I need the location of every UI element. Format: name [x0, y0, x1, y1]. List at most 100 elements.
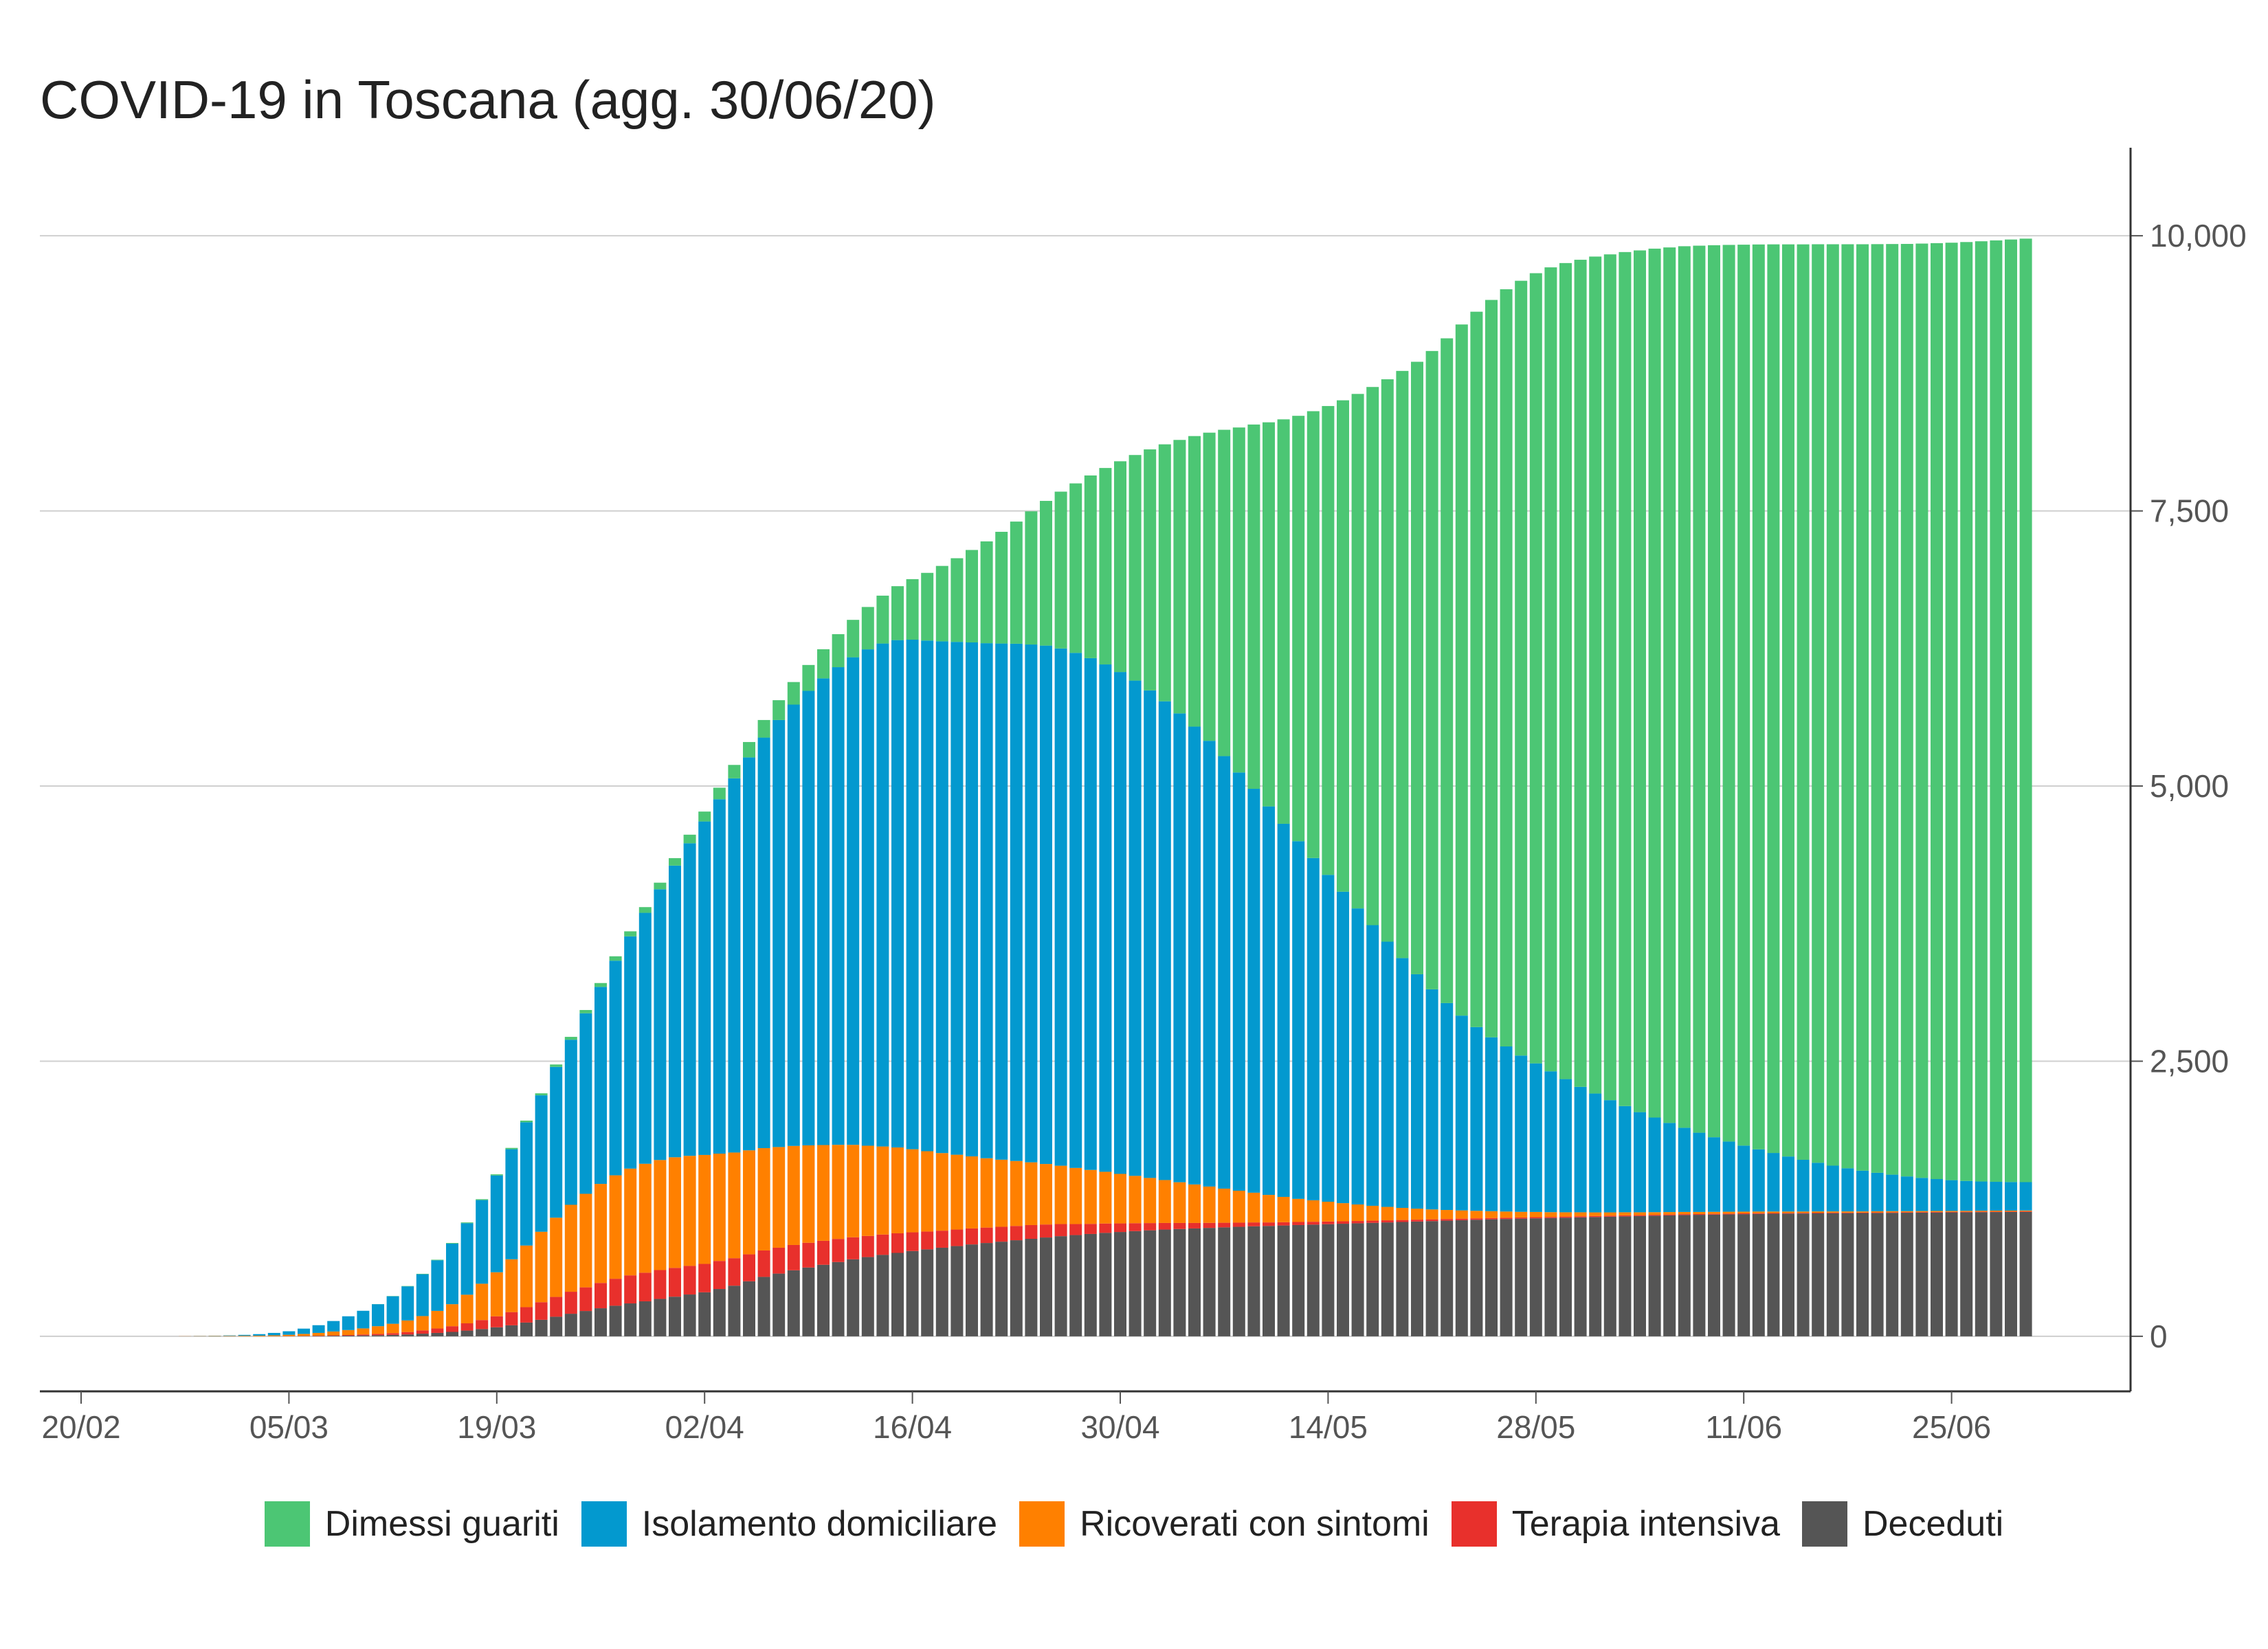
bar-segment — [1337, 400, 1349, 892]
bar-segment — [1663, 1212, 1676, 1215]
bar-segment — [1173, 713, 1186, 1182]
bar-segment — [490, 1327, 503, 1336]
bar-segment — [1678, 246, 1691, 1128]
bar-segment — [1322, 1221, 1335, 1224]
bar-segment — [787, 1244, 800, 1270]
bar-segment — [935, 641, 948, 1154]
bar-segment — [1544, 267, 1557, 1072]
bar-segment — [1337, 1203, 1349, 1222]
bar-segment — [1470, 1211, 1483, 1219]
bar-segment — [654, 1299, 667, 1336]
bar-segment — [1812, 1213, 1825, 1336]
bar-segment — [1129, 1223, 1142, 1231]
bar-segment — [579, 1287, 592, 1312]
bar-segment — [935, 565, 948, 642]
bar-segment — [1485, 1219, 1498, 1336]
bar-segment — [995, 1159, 1008, 1227]
bar-segment — [683, 843, 696, 1156]
bar-segment — [490, 1316, 503, 1327]
bar-segment — [282, 1334, 296, 1336]
bar-segment — [1767, 1153, 1780, 1212]
bar-segment — [980, 1243, 993, 1336]
bar-segment — [1396, 370, 1409, 958]
bar-segment — [861, 649, 874, 1146]
bar-segment — [1634, 1112, 1646, 1213]
bar-segment — [669, 857, 681, 866]
bar-segment — [1900, 243, 1913, 1177]
bar-segment — [832, 633, 845, 668]
bar-segment — [1396, 1207, 1409, 1220]
bar-segment — [476, 1320, 489, 1330]
bar-segment — [609, 956, 622, 961]
bar-segment — [1886, 1212, 1899, 1213]
bar-segment — [669, 1297, 681, 1336]
bar-segment — [372, 1334, 384, 1336]
bar-segment — [1826, 1211, 1839, 1213]
bar-segment — [1500, 1218, 1513, 1220]
bar-segment — [1158, 1222, 1171, 1230]
bar-segment — [416, 1316, 429, 1331]
bar-segment — [1425, 1221, 1438, 1336]
bar-segment — [1603, 1212, 1616, 1216]
bar-segment — [1574, 1217, 1587, 1336]
bar-segment — [669, 1268, 681, 1297]
bar-segment — [535, 1093, 548, 1096]
bar-segment — [1485, 300, 1498, 1037]
bar-segment — [460, 1222, 474, 1224]
bar-segment — [1812, 1211, 1825, 1213]
bar-segment — [1381, 941, 1394, 1207]
bar-segment — [1277, 1222, 1290, 1226]
bar-segment — [1886, 1174, 1899, 1211]
bar-segment — [743, 1281, 755, 1336]
bar-segment — [238, 1334, 251, 1336]
bar-segment — [1040, 1237, 1052, 1336]
bar-segment — [1708, 1213, 1720, 1215]
bar-segment — [1099, 1171, 1112, 1224]
bar-segment — [327, 1331, 340, 1336]
bar-segment — [1931, 1212, 1943, 1336]
bar-segment — [1678, 1128, 1691, 1212]
bar-segment — [1292, 1224, 1305, 1336]
bar-segment — [1500, 1046, 1513, 1212]
bar-segment — [1025, 511, 1038, 645]
bar-segment — [638, 1272, 652, 1301]
bar-segment — [609, 961, 622, 1176]
bar-segment — [624, 1275, 637, 1304]
bar-segment — [1381, 1207, 1394, 1221]
bar-segment — [1158, 1229, 1171, 1336]
bar-segment — [446, 1244, 458, 1305]
legend-swatch-deceduti — [1801, 1501, 1847, 1547]
bar-segment — [1515, 280, 1528, 1056]
bar-segment — [654, 882, 667, 890]
bar-segment — [1544, 1071, 1557, 1213]
bar-segment — [505, 1325, 518, 1336]
bar-segment — [1099, 1223, 1112, 1233]
x-tick-label: 02/04 — [665, 1409, 744, 1445]
bar-segment — [1099, 664, 1112, 1172]
bar-segment — [1203, 432, 1216, 741]
bar-segment — [1411, 1220, 1423, 1222]
bar-segment — [1040, 1164, 1052, 1225]
bar-segment — [638, 907, 652, 913]
bar-segment — [772, 1247, 786, 1274]
bar-segment — [594, 987, 607, 1185]
bar-segment — [1797, 1159, 1810, 1212]
bar-segment — [446, 1326, 458, 1332]
bar-segment — [1515, 1218, 1528, 1336]
legend: Dimessi guariti Isolamento domiciliare R… — [0, 1501, 2268, 1547]
bar-segment — [995, 1242, 1008, 1336]
bar-segment — [1218, 1222, 1231, 1228]
bar-segment — [1114, 461, 1126, 673]
bar-segment — [298, 1328, 310, 1334]
bar-segment — [1069, 1235, 1082, 1336]
bar-segment — [1054, 491, 1067, 649]
bar-segment — [1277, 1196, 1290, 1222]
legend-swatch-terapia-intensiva — [1451, 1501, 1497, 1547]
bar-segment — [1129, 1176, 1142, 1224]
bar-segment — [1054, 1224, 1067, 1237]
bar-segment — [1263, 1195, 1275, 1223]
bar-segment — [698, 1154, 711, 1264]
bar-segment — [1247, 1222, 1260, 1226]
bar-segment — [1737, 1145, 1750, 1212]
